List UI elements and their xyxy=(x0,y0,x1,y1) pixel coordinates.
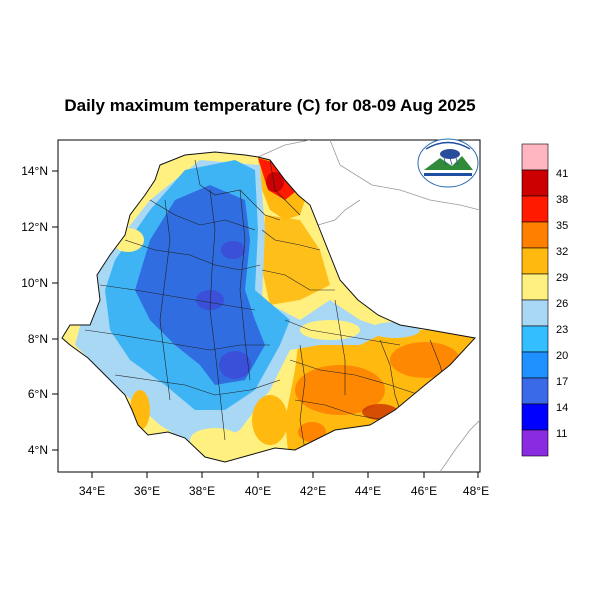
x-tick-label: 34°E xyxy=(79,484,105,498)
y-tick-label: 8°N xyxy=(28,332,48,346)
colorbar-swatch xyxy=(521,169,549,197)
colorbar-label: 38 xyxy=(556,194,568,206)
colorbar-label: 23 xyxy=(556,324,568,336)
colorbar-swatch xyxy=(521,195,549,223)
x-axis-ticks xyxy=(91,472,479,478)
y-axis-ticks xyxy=(52,170,58,451)
colorbar-swatch xyxy=(521,403,549,431)
colorbar-swatch xyxy=(521,299,549,327)
x-tick-label: 38°E xyxy=(189,484,215,498)
colorbar-label: 26 xyxy=(556,298,568,310)
x-tick-label: 48°E xyxy=(463,484,489,498)
y-tick-label: 12°N xyxy=(21,220,48,234)
colorbar-swatch xyxy=(521,247,549,275)
admin-boundaries xyxy=(84,159,446,451)
y-tick-label: 10°N xyxy=(21,276,48,290)
colorbar-label: 14 xyxy=(556,402,568,414)
x-tick-label: 44°E xyxy=(355,484,381,498)
colorbar-swatch xyxy=(521,273,549,301)
colorbar-swatch xyxy=(521,351,549,379)
colorbar-label: 17 xyxy=(556,376,568,388)
map-title: Daily maximum temperature (C) for 08-09 … xyxy=(64,96,476,115)
y-tick-label: 14°N xyxy=(21,164,48,178)
colorbar-swatch xyxy=(521,143,549,171)
colorbar-label: 29 xyxy=(556,272,568,284)
colorbar-label: 35 xyxy=(556,220,568,232)
x-tick-label: 40°E xyxy=(245,484,271,498)
colorbar-swatch xyxy=(521,429,549,457)
colorbar-labels: 41 38 35 32 29 26 23 20 17 14 11 xyxy=(556,168,568,440)
country-outline xyxy=(61,151,476,463)
y-tick-labels: 14°N 12°N 10°N 8°N 6°N 4°N xyxy=(21,164,48,457)
x-tick-label: 36°E xyxy=(134,484,160,498)
x-tick-labels: 34°E 36°E 38°E 40°E 42°E 44°E 46°E 48°E xyxy=(79,484,489,498)
meteorology-institute-logo xyxy=(417,138,479,188)
y-tick-label: 4°N xyxy=(28,443,48,457)
colorbar-label: 11 xyxy=(556,428,567,440)
y-tick-label: 6°N xyxy=(28,387,48,401)
colorbar-swatch xyxy=(521,325,549,353)
x-tick-label: 42°E xyxy=(300,484,326,498)
colorbar-swatch xyxy=(521,377,549,405)
colorbar xyxy=(521,143,549,457)
colorbar-label: 32 xyxy=(556,246,568,258)
x-tick-label: 46°E xyxy=(411,484,437,498)
colorbar-label: 41 xyxy=(556,168,568,180)
colorbar-label: 20 xyxy=(556,350,568,362)
colorbar-swatch xyxy=(521,221,549,249)
